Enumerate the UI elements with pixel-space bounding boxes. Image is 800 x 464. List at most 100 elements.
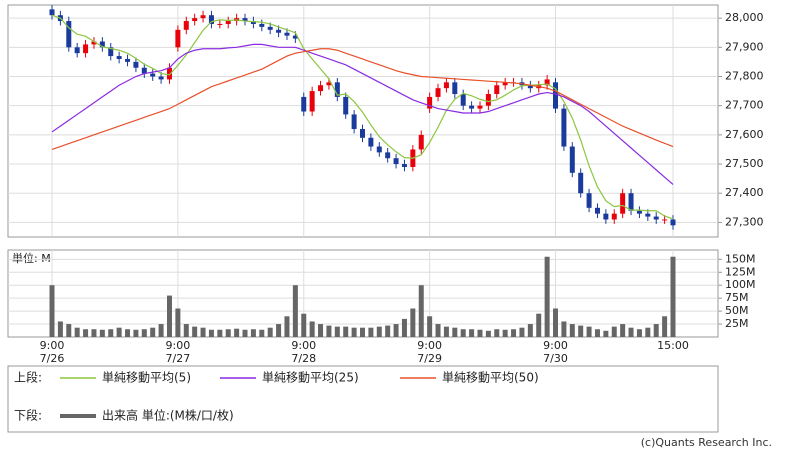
candle-body bbox=[611, 213, 617, 220]
volume-bar bbox=[133, 329, 139, 337]
candle-body bbox=[225, 21, 231, 24]
legend-box bbox=[7, 365, 719, 433]
candle-body bbox=[125, 58, 131, 62]
volume-bar bbox=[57, 321, 63, 337]
legend-label-lower: 下段: bbox=[14, 408, 42, 423]
candle-body bbox=[586, 193, 592, 208]
volume-bar bbox=[511, 329, 517, 337]
volume-bar bbox=[125, 329, 131, 337]
moving-average-line bbox=[51, 48, 674, 151]
volume-bar bbox=[519, 327, 525, 337]
volume-bar bbox=[343, 326, 349, 337]
candle-body bbox=[250, 21, 256, 24]
candle-body bbox=[360, 129, 365, 138]
volume-bar bbox=[183, 324, 189, 337]
candle-body bbox=[620, 193, 626, 214]
candle-body bbox=[662, 219, 668, 221]
candle-body bbox=[217, 23, 223, 25]
volume-bar bbox=[309, 321, 315, 337]
candle-body bbox=[401, 164, 407, 167]
candle-body bbox=[569, 146, 575, 173]
volume-bar bbox=[200, 327, 206, 337]
candle-body bbox=[309, 91, 315, 112]
y-tick-label: 27,700 bbox=[725, 99, 764, 112]
legend-entry: 出来高 単位:(M株/口/枚) bbox=[102, 408, 234, 423]
credit: (c)Quants Research Inc. bbox=[640, 436, 772, 449]
candle-body bbox=[99, 41, 105, 48]
volume-bar bbox=[217, 329, 223, 337]
volume-bar bbox=[410, 308, 416, 337]
candle-body bbox=[561, 108, 567, 147]
y-tick-label: 27,400 bbox=[725, 186, 764, 199]
candle-body bbox=[343, 96, 349, 115]
volume-bar bbox=[91, 329, 97, 337]
legend-label-upper: 上段: bbox=[14, 370, 42, 385]
volume-bar bbox=[435, 324, 441, 337]
volume-bar bbox=[536, 313, 542, 337]
candle-body bbox=[276, 29, 282, 33]
x-tick-label: 15:00 bbox=[657, 339, 689, 352]
candle-body bbox=[628, 193, 634, 211]
candle-body bbox=[368, 137, 374, 147]
y-tick-label: 25M bbox=[725, 317, 749, 330]
moving-average-line bbox=[51, 43, 674, 185]
volume-bar bbox=[175, 308, 181, 337]
moving-average-line bbox=[51, 14, 674, 220]
volume-bar bbox=[284, 316, 290, 337]
volume-bar bbox=[494, 329, 500, 337]
candle-body bbox=[292, 35, 298, 39]
volume-bar bbox=[376, 326, 382, 337]
volume-bar bbox=[393, 324, 399, 337]
y-tick-label: 27,600 bbox=[725, 128, 764, 141]
volume-bar bbox=[603, 330, 609, 337]
volume-bar bbox=[276, 324, 282, 337]
volume-bar bbox=[443, 326, 449, 337]
volume-bar bbox=[66, 324, 72, 337]
candle-body bbox=[376, 146, 382, 153]
grid bbox=[8, 5, 718, 337]
y-tick-label: 27,500 bbox=[725, 157, 764, 170]
candle-body bbox=[208, 15, 214, 24]
legend-entry: 単純移動平均(5) bbox=[102, 371, 191, 385]
price-panel bbox=[7, 4, 719, 238]
volume-bar bbox=[401, 318, 407, 337]
volume-bar bbox=[166, 295, 172, 337]
volume-bar bbox=[662, 316, 668, 337]
volume-bar bbox=[645, 327, 651, 337]
volume-bar bbox=[527, 324, 533, 337]
volume-bar bbox=[385, 325, 391, 337]
volume-bar bbox=[108, 329, 114, 337]
volume-bar bbox=[116, 327, 122, 337]
volume-unit-label: 単位: M bbox=[12, 251, 51, 265]
candle-body bbox=[435, 88, 441, 97]
volume-bar bbox=[150, 327, 156, 337]
legend-entry: 単純移動平均(25) bbox=[262, 371, 359, 385]
volume-bar bbox=[49, 285, 55, 337]
volume-bar bbox=[368, 327, 374, 337]
candle-body bbox=[544, 79, 550, 86]
candle-body bbox=[141, 67, 147, 74]
y-tick-label: 50M bbox=[725, 304, 749, 317]
volume-bar bbox=[141, 329, 147, 337]
volume-bar bbox=[502, 329, 508, 337]
candle-body bbox=[653, 216, 659, 220]
candle-body bbox=[393, 158, 399, 165]
candle-body bbox=[578, 172, 584, 194]
volume-bar bbox=[544, 256, 550, 337]
candle-body bbox=[259, 23, 265, 27]
volume-bar bbox=[611, 326, 617, 337]
y-tick-label: 27,900 bbox=[725, 40, 764, 53]
candle-body bbox=[108, 47, 114, 57]
volume-bar bbox=[192, 326, 198, 337]
volume-bar bbox=[318, 324, 324, 337]
volume-bar bbox=[636, 329, 642, 337]
candle-body bbox=[192, 18, 198, 22]
candle-body bbox=[527, 85, 533, 89]
volume-bar bbox=[452, 327, 458, 337]
volume-bar bbox=[594, 329, 600, 337]
candle-body bbox=[326, 82, 332, 86]
candle-body bbox=[284, 32, 290, 36]
x-tick-label: 9:00 7/30 bbox=[543, 339, 568, 365]
y-tick-label: 27,300 bbox=[725, 215, 764, 228]
